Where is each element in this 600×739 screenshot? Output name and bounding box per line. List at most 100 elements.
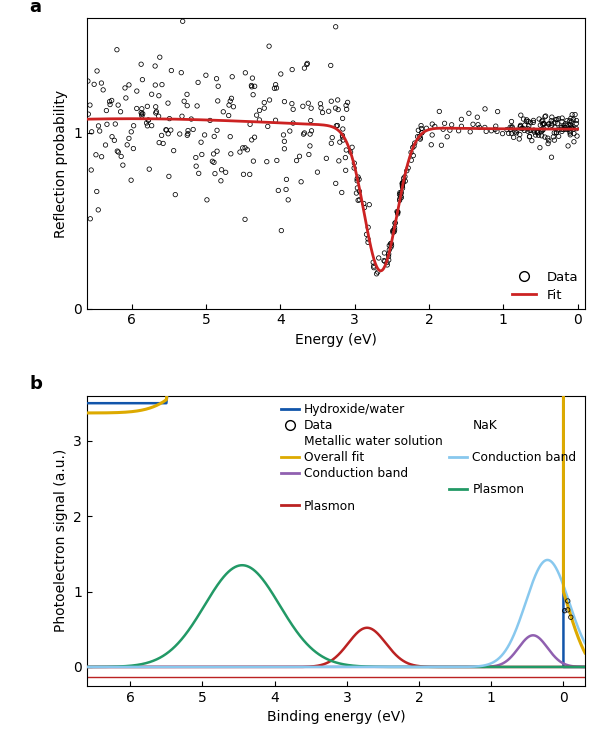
Point xyxy=(565,123,574,134)
Legend: Data, Fit: Data, Fit xyxy=(512,270,578,302)
Point xyxy=(532,125,542,137)
Point xyxy=(487,125,496,137)
Point xyxy=(526,124,536,136)
Point xyxy=(518,113,528,125)
Point xyxy=(85,213,95,225)
Point xyxy=(556,121,566,133)
Point xyxy=(521,115,531,127)
Point xyxy=(550,121,560,133)
Point xyxy=(527,134,536,146)
Point xyxy=(547,151,556,163)
Point xyxy=(350,157,359,169)
Point xyxy=(193,77,203,89)
Point xyxy=(305,128,315,140)
Point xyxy=(138,108,148,120)
Point xyxy=(110,134,119,146)
Point xyxy=(259,97,269,109)
Point xyxy=(316,102,326,114)
Point xyxy=(331,21,340,33)
Point xyxy=(205,115,215,126)
Point xyxy=(302,58,312,69)
Point xyxy=(274,185,283,197)
Point xyxy=(281,174,291,185)
Point xyxy=(355,185,364,197)
Point xyxy=(525,130,535,142)
Point xyxy=(307,102,316,114)
Point xyxy=(105,96,115,108)
Point xyxy=(255,104,265,116)
Point xyxy=(510,126,520,138)
Point xyxy=(408,142,418,154)
Point xyxy=(343,97,352,109)
Point xyxy=(559,122,569,134)
Point xyxy=(196,136,206,148)
Point xyxy=(338,134,348,146)
Point xyxy=(227,92,236,104)
Point xyxy=(543,137,553,149)
Point xyxy=(245,118,255,130)
Point xyxy=(269,83,279,95)
Point xyxy=(179,95,189,107)
Point xyxy=(562,115,572,126)
Point xyxy=(155,51,164,63)
Point xyxy=(442,131,452,143)
Point xyxy=(85,99,95,111)
Point xyxy=(491,120,500,132)
Point xyxy=(143,115,153,126)
Point xyxy=(396,188,406,200)
Point xyxy=(393,208,403,219)
Point xyxy=(182,129,192,141)
Point xyxy=(338,112,347,124)
Point xyxy=(97,151,106,163)
Point xyxy=(507,120,517,132)
Point xyxy=(565,126,575,137)
Point xyxy=(161,124,171,136)
Point xyxy=(559,120,569,132)
Point xyxy=(530,126,539,138)
Point xyxy=(541,110,550,122)
Point xyxy=(128,8,137,20)
Point xyxy=(457,114,466,126)
Point xyxy=(514,133,524,145)
Point xyxy=(437,140,446,151)
Point xyxy=(422,123,431,134)
Point xyxy=(188,123,198,135)
Point xyxy=(570,109,580,120)
Point xyxy=(192,100,202,112)
Point xyxy=(116,106,125,118)
Point xyxy=(393,206,403,218)
Point xyxy=(118,159,128,171)
Point xyxy=(409,140,419,152)
Point xyxy=(393,206,403,218)
Point xyxy=(110,118,120,130)
Point xyxy=(515,120,525,132)
Point xyxy=(341,151,350,163)
Point xyxy=(372,268,382,280)
Point xyxy=(523,123,533,134)
Point xyxy=(407,154,416,166)
Point xyxy=(151,107,161,119)
Point xyxy=(538,124,547,136)
Point xyxy=(299,128,308,140)
Point xyxy=(334,155,344,167)
Point xyxy=(464,107,473,119)
Point xyxy=(524,131,534,143)
Point xyxy=(540,111,550,123)
Point xyxy=(392,205,402,217)
Y-axis label: Photoelectron signal (a.u.): Photoelectron signal (a.u.) xyxy=(54,449,68,633)
Point xyxy=(567,120,577,132)
Point xyxy=(398,183,407,194)
Point xyxy=(121,92,131,104)
Point xyxy=(299,127,309,139)
Point xyxy=(248,89,258,101)
Point xyxy=(427,129,437,141)
X-axis label: Energy (eV): Energy (eV) xyxy=(295,333,377,347)
Point xyxy=(212,146,222,157)
Point xyxy=(295,150,304,162)
Point xyxy=(498,128,508,140)
Point xyxy=(550,127,559,139)
Point xyxy=(143,120,152,132)
Point xyxy=(176,67,186,78)
Point xyxy=(384,248,394,260)
Point xyxy=(398,177,407,189)
